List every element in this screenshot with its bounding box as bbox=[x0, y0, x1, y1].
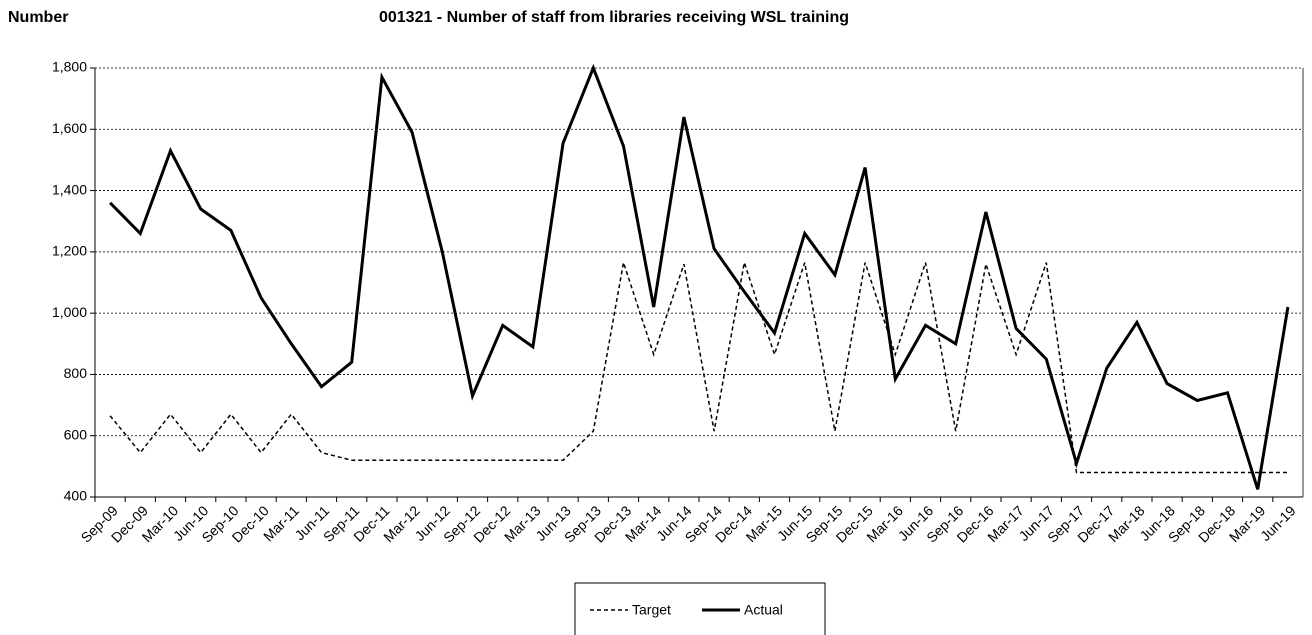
y-tick-label: 1,200 bbox=[52, 243, 87, 259]
series-line bbox=[109, 262, 1288, 474]
y-tick-label: 800 bbox=[64, 365, 88, 381]
series-line bbox=[109, 63, 1290, 490]
y-tick-label: 400 bbox=[64, 488, 88, 504]
y-tick-label: 1,600 bbox=[52, 120, 87, 136]
y-tick-label: 1,000 bbox=[52, 304, 87, 320]
legend-box bbox=[574, 582, 826, 635]
legend-label: Target bbox=[632, 602, 671, 618]
y-tick-label: 1,400 bbox=[52, 181, 87, 197]
legend-label: Actual bbox=[744, 602, 783, 618]
y-axis-label: Number bbox=[8, 9, 68, 26]
x-tick-label: Jun-19 bbox=[1257, 502, 1299, 544]
y-tick-label: 1,800 bbox=[52, 59, 87, 75]
chart-title: 001321 - Number of staff from libraries … bbox=[379, 9, 849, 26]
y-tick-label: 600 bbox=[64, 426, 88, 442]
